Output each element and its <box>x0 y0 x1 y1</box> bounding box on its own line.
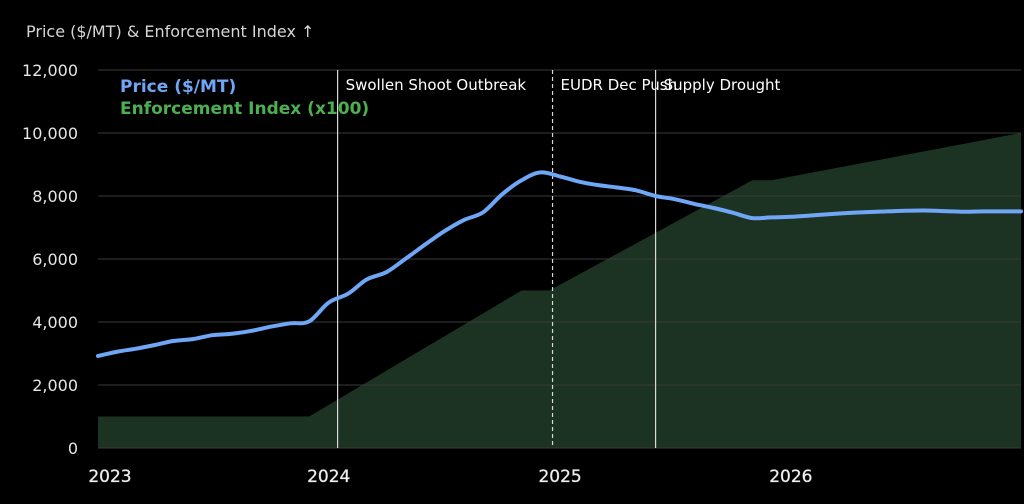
y-axis: 0 2,000 4,000 6,000 8,000 10,000 12,000 <box>22 61 78 458</box>
area-layer <box>98 133 1021 448</box>
enforcement-index-area <box>98 133 1021 448</box>
legend-price: Price ($/MT) <box>120 77 236 97</box>
y-tick-label: 6,000 <box>32 250 78 269</box>
price-line <box>96 170 1023 358</box>
gridlines <box>98 69 1021 449</box>
y-axis-title: Price ($/MT) & Enforcement Index ↑ <box>26 22 315 41</box>
x-tick-label: 2023 <box>88 467 131 487</box>
legend-enforcement: Enforcement Index (x100) <box>120 99 369 119</box>
y-tick-label: 2,000 <box>32 376 78 395</box>
event-annotations: Swollen Shoot Outbreak EUDR Dec PushSuppl… <box>337 70 781 448</box>
legend: Price ($/MT)Enforcement Index (x100) <box>120 77 369 119</box>
x-tick-label: 2026 <box>769 467 812 487</box>
event-label: EUDR Dec Push <box>561 76 678 94</box>
y-tick-label: 12,000 <box>22 61 78 80</box>
y-tick-label: 0 <box>68 439 78 458</box>
y-tick-label: 10,000 <box>22 124 78 143</box>
y-tick-label: 4,000 <box>32 313 78 332</box>
event-label: Swollen Shoot Outbreak <box>346 76 527 94</box>
line-layer <box>96 170 1023 358</box>
x-tick-label: 2025 <box>538 467 581 487</box>
x-tick-label: 2024 <box>307 467 350 487</box>
y-tick-label: 8,000 <box>32 187 78 206</box>
x-axis: 2023 2024 2025 2026 <box>88 467 813 488</box>
event-label: Supply Drought <box>664 76 781 94</box>
